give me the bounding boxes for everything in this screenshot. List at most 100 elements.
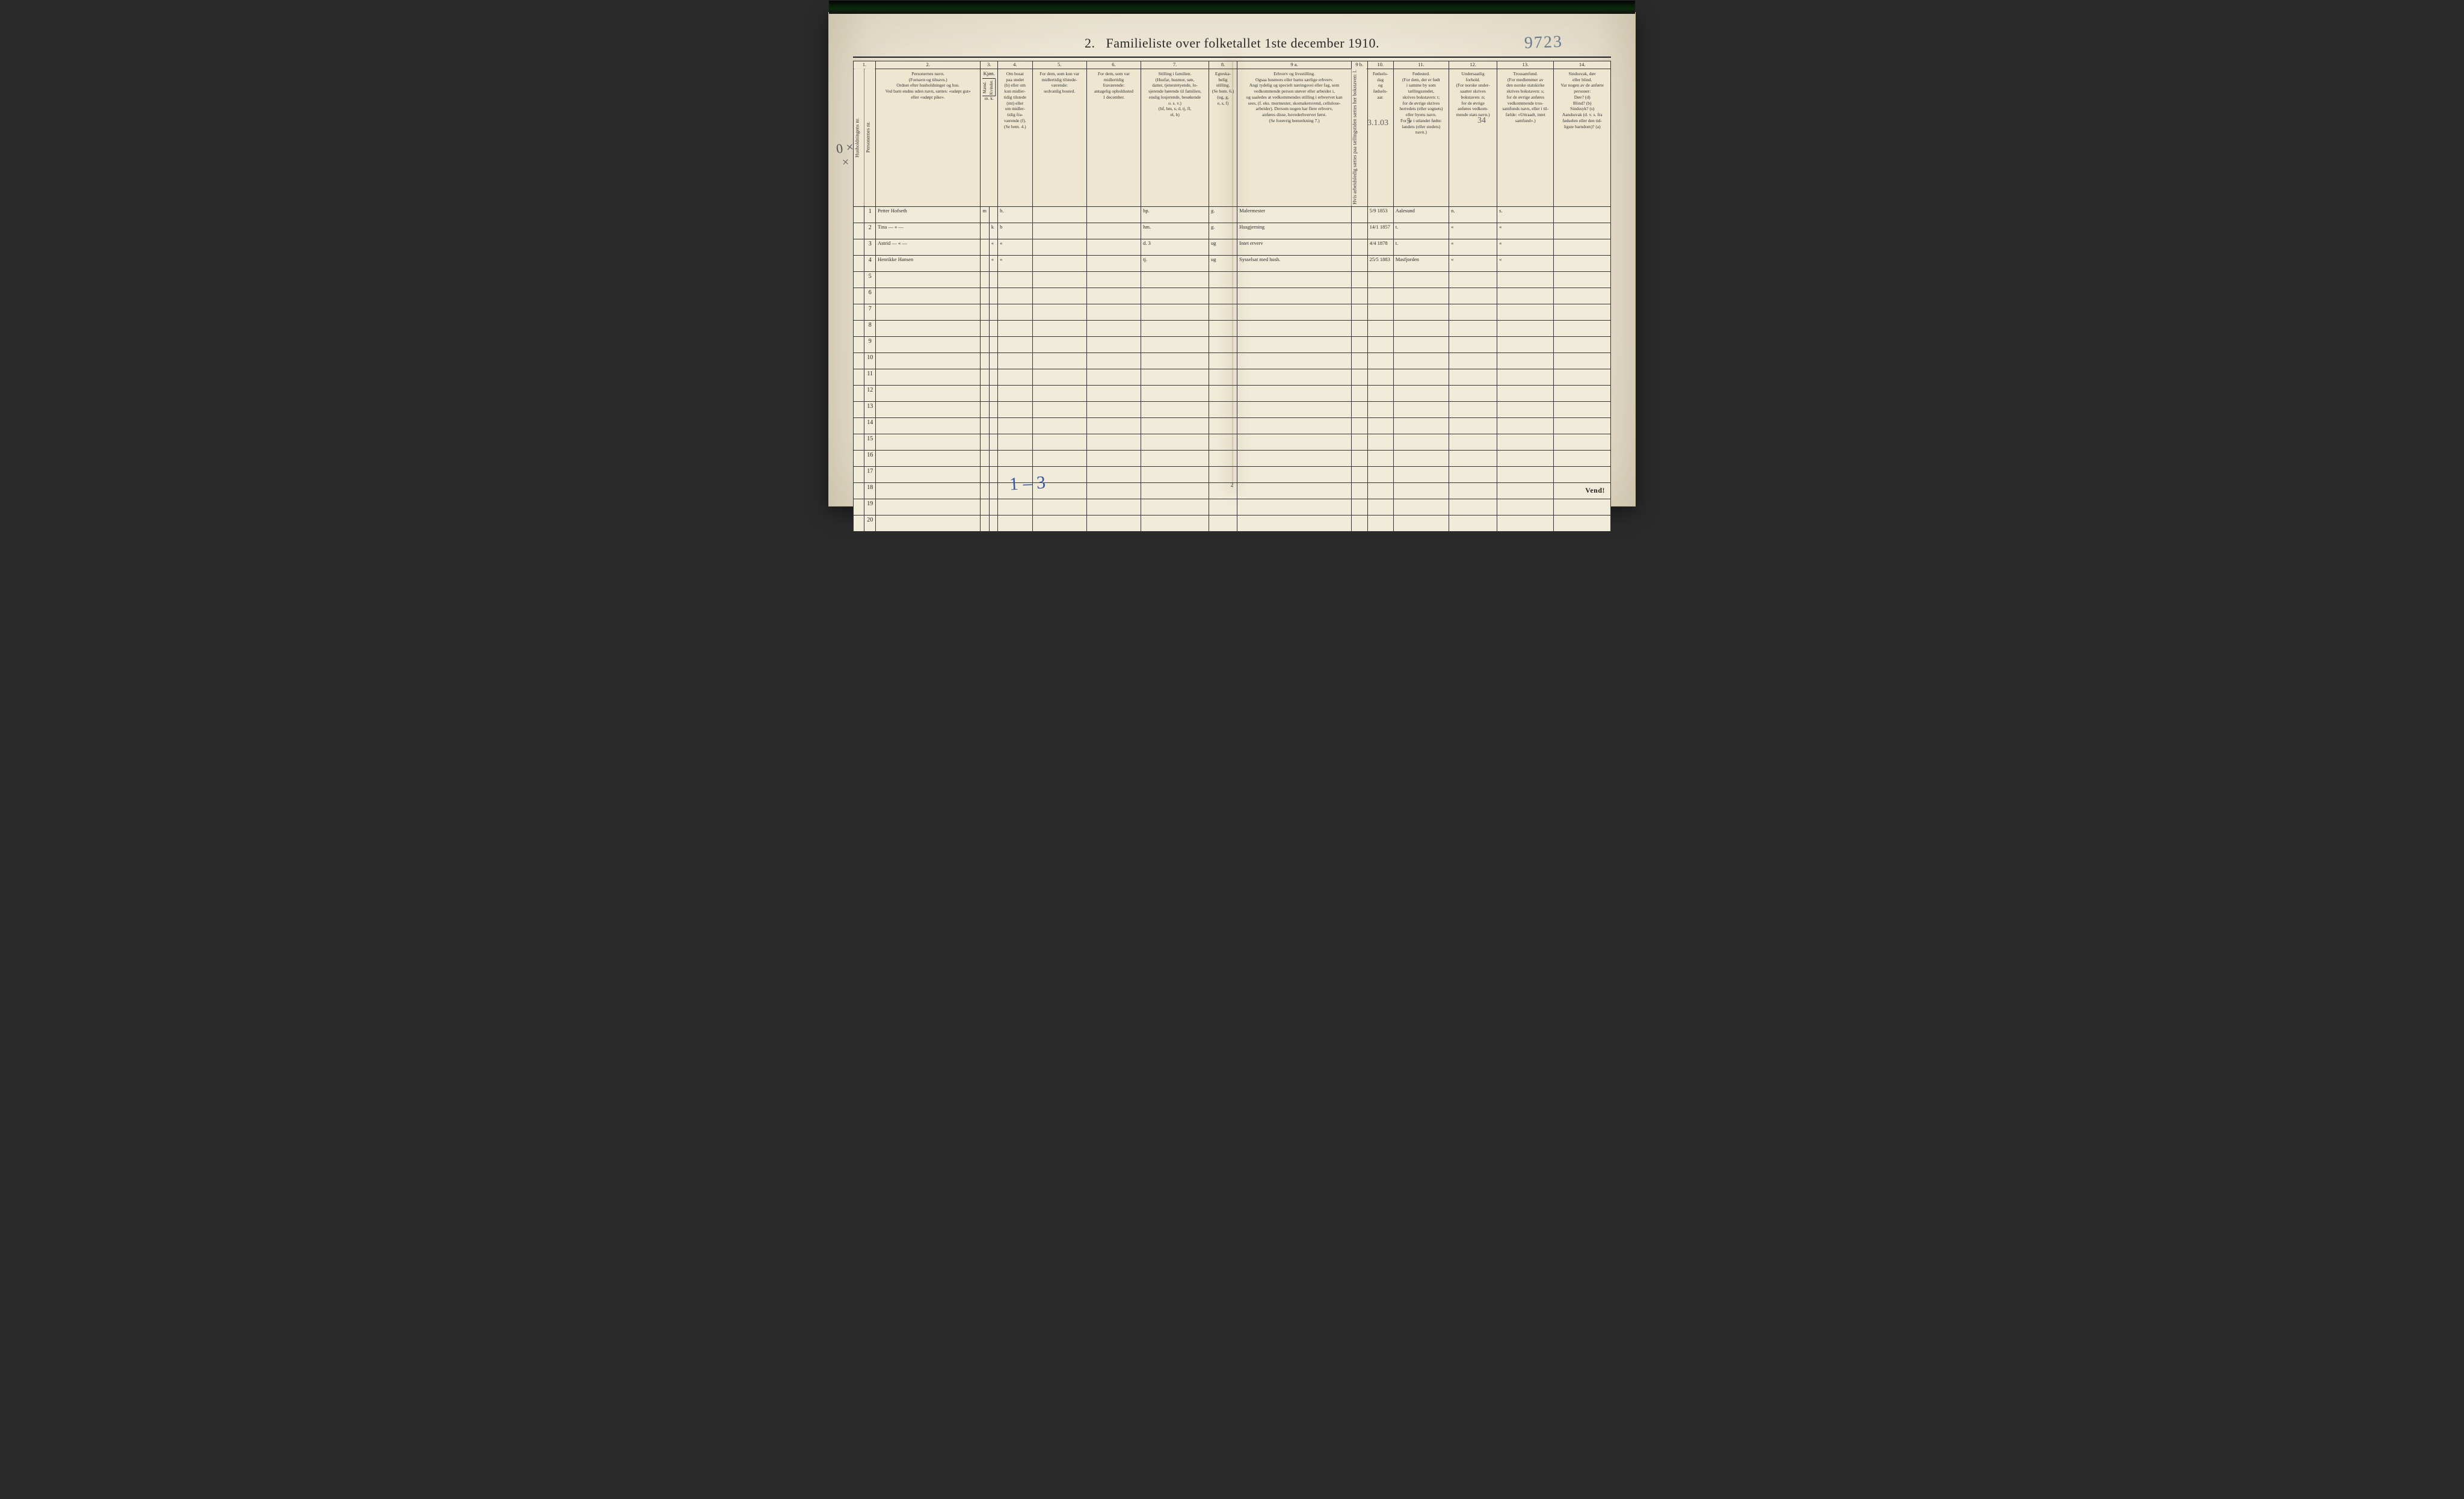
cell-blank <box>1351 336 1367 352</box>
cell-blank <box>1237 320 1352 336</box>
cell-blank <box>1237 401 1352 417</box>
cell-blank <box>1393 385 1449 401</box>
cell-14 <box>1554 206 1611 223</box>
cell-blank <box>981 401 989 417</box>
hdr-3: Kjøn. Mænd. Kvinder. m. k. <box>981 69 998 206</box>
cell-household-nr <box>854 352 864 369</box>
hdr-4: Om bosat paa stedet (b) eller om kun mid… <box>998 69 1032 206</box>
cell-5 <box>1032 239 1086 255</box>
hdr-13: Trossamfund. (For medlemmer av den norsk… <box>1497 69 1554 206</box>
cell-sex-m: m <box>981 206 989 223</box>
cell-blank <box>875 466 980 482</box>
cell-blank <box>1351 417 1367 434</box>
cell-6 <box>1086 206 1141 223</box>
cell-blank <box>1141 304 1209 320</box>
annotation-above-9a: 3.1.03 <box>1367 119 1388 128</box>
cell-5 <box>1032 206 1086 223</box>
cell-blank <box>1367 336 1393 352</box>
cell-blank <box>1141 482 1209 499</box>
cell-blank <box>998 320 1032 336</box>
cell-blank <box>1367 352 1393 369</box>
cell-blank <box>989 304 997 320</box>
cell-blank <box>1351 352 1367 369</box>
cell-blank <box>1237 304 1352 320</box>
blue-pencil-note: 1 – 3 <box>1009 472 1046 494</box>
cell-household-nr <box>854 239 864 255</box>
cell-blank <box>1554 515 1611 531</box>
hdr-num-1: 1. <box>854 61 876 69</box>
cell-blank <box>1351 434 1367 450</box>
cell-blank <box>1449 288 1497 304</box>
cell-blank <box>1351 369 1367 385</box>
cell-blank <box>1554 304 1611 320</box>
cell-blank <box>875 515 980 531</box>
cell-11: t. <box>1393 223 1449 239</box>
cell-9a: Husgjerning <box>1237 223 1352 239</box>
cell-blank <box>1393 515 1449 531</box>
cell-blank <box>875 320 980 336</box>
cell-blank <box>1497 515 1554 531</box>
cell-blank <box>1032 271 1086 288</box>
cell-household-nr <box>854 223 864 239</box>
cell-blank <box>1086 288 1141 304</box>
cell-blank <box>981 466 989 482</box>
cell-blank <box>1497 352 1554 369</box>
cell-blank <box>998 434 1032 450</box>
cell-blank <box>1086 515 1141 531</box>
cell-blank <box>1497 304 1554 320</box>
cell-blank <box>1086 369 1141 385</box>
cell-blank <box>1141 515 1209 531</box>
cell-14 <box>1554 239 1611 255</box>
cell-household-nr <box>854 434 864 450</box>
cell-blank <box>981 288 989 304</box>
hdr-6: For dem, som var midlertidig fraværende:… <box>1086 69 1141 206</box>
cell-blank <box>1449 271 1497 288</box>
cell-13: « <box>1497 255 1554 271</box>
cell-household-nr <box>854 466 864 482</box>
cell-blank <box>1351 466 1367 482</box>
cell-blank <box>875 434 980 450</box>
cell-12: n. <box>1449 206 1497 223</box>
hdr-num-9b: 9 b. <box>1351 61 1367 69</box>
cell-blank <box>1086 336 1141 352</box>
cell-blank <box>1367 304 1393 320</box>
cell-blank <box>1237 450 1352 466</box>
cell-blank <box>1086 434 1141 450</box>
hdr-1a: Husholdningens nr. <box>854 69 864 206</box>
cell-blank <box>1141 499 1209 515</box>
cell-blank <box>1497 450 1554 466</box>
cell-blank <box>1449 466 1497 482</box>
hdr-7: Stilling i familien. (Husfar, husmor, sø… <box>1141 69 1209 206</box>
top-rule <box>853 57 1611 58</box>
cell-blank <box>1367 515 1393 531</box>
cell-blank <box>1367 320 1393 336</box>
cell-blank <box>1237 466 1352 482</box>
cell-14 <box>1554 223 1611 239</box>
cell-person-nr: 8 <box>864 320 875 336</box>
annotation-above-11: 34 <box>1477 116 1486 126</box>
cell-blank <box>1367 385 1393 401</box>
cell-name: Henrikke Hansen <box>875 255 980 271</box>
cell-blank <box>1554 417 1611 434</box>
hdr-14: Sindssvak, døv eller blind. Var nogen av… <box>1554 69 1611 206</box>
cell-blank <box>875 450 980 466</box>
cell-blank <box>981 499 989 515</box>
hdr-5: For dem, som kun var midlertidig tilsted… <box>1032 69 1086 206</box>
cell-blank <box>1141 271 1209 288</box>
cell-blank <box>875 271 980 288</box>
cell-blank <box>1449 450 1497 466</box>
cell-person-nr: 18 <box>864 482 875 499</box>
cell-blank <box>998 499 1032 515</box>
cell-blank <box>989 466 997 482</box>
cell-name: Tina — « — <box>875 223 980 239</box>
cell-blank <box>989 288 997 304</box>
scan-top-edge <box>829 1 1635 14</box>
cell-blank <box>1141 450 1209 466</box>
cell-blank <box>1554 369 1611 385</box>
cell-blank <box>1351 304 1367 320</box>
cell-10: 25/5 1883 <box>1367 255 1393 271</box>
cell-blank <box>1237 434 1352 450</box>
cell-person-nr: 19 <box>864 499 875 515</box>
cell-blank <box>1086 385 1141 401</box>
cell-blank <box>1086 352 1141 369</box>
